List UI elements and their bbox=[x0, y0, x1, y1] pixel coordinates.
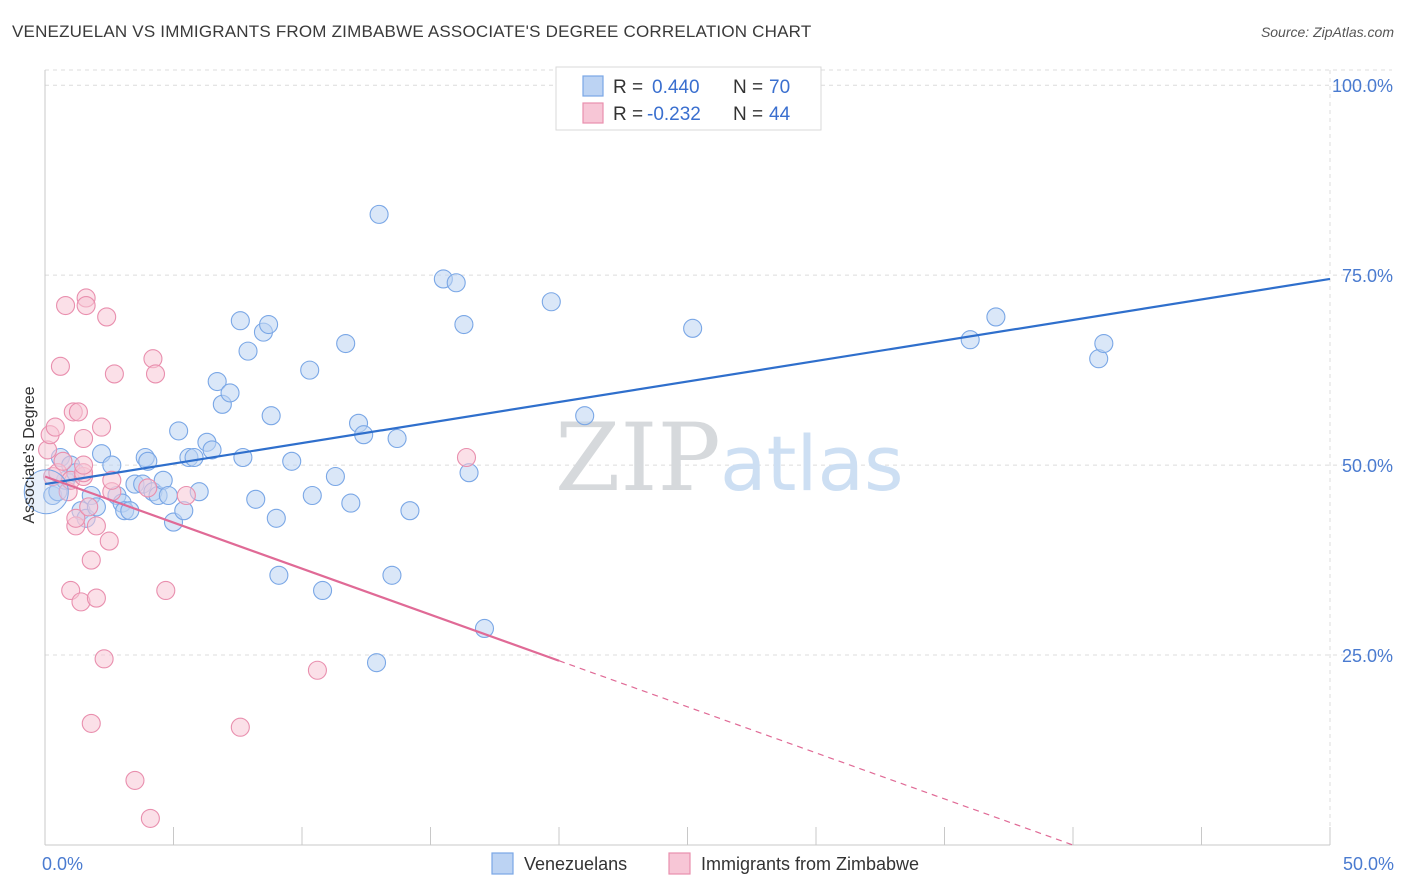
zimbabwe-point-43 bbox=[456, 447, 477, 468]
grid-lines bbox=[45, 69, 1392, 845]
venezuelans-point-49 bbox=[336, 333, 356, 354]
zimbabwe-point-33 bbox=[104, 364, 124, 384]
zimbabwe-point-21 bbox=[76, 295, 96, 316]
zimbabwe-point-23 bbox=[81, 550, 101, 570]
x-tick-label-0: 0.0% bbox=[42, 854, 83, 874]
zimbabwe-point-5 bbox=[50, 356, 70, 376]
venezuelans-point-31 bbox=[202, 440, 222, 460]
zimbabwe-point-35 bbox=[138, 478, 158, 498]
zimbabwe-point-34 bbox=[125, 770, 145, 790]
venezuelans-point-32 bbox=[207, 371, 227, 392]
zimbabwe-point-26 bbox=[86, 588, 106, 608]
venezuelans-point-28 bbox=[184, 447, 204, 468]
venezuelans-point-69 bbox=[1094, 333, 1114, 354]
venezuelans-point-23 bbox=[158, 485, 178, 506]
zimbabwe-point-25 bbox=[86, 516, 106, 536]
legend-n-label-2: N = bbox=[733, 104, 763, 125]
venezuelans-point-34 bbox=[220, 383, 240, 403]
venezuelans-point-56 bbox=[387, 428, 407, 449]
legend-swatch-zimbabwe bbox=[582, 102, 604, 124]
watermark-atlas: atlas bbox=[720, 419, 904, 508]
venezuelans-point-60 bbox=[454, 314, 474, 335]
zimbabwe-point-30 bbox=[99, 531, 119, 551]
venezuelans-point-41 bbox=[261, 406, 281, 426]
bottom-legend-label-zimbabwe: Immigrants from Zimbabwe bbox=[701, 854, 919, 874]
zimbabwe-point-16 bbox=[74, 428, 94, 449]
legend: R = 0.440 N = 70 R = -0.232 N = 44 bbox=[555, 66, 822, 131]
legend-n-value-1: 70 bbox=[769, 77, 790, 98]
venezuelans-point-66 bbox=[960, 330, 980, 350]
zimbabwe-point-22 bbox=[79, 497, 99, 517]
venezuelans-point-25 bbox=[169, 421, 189, 441]
venezuelans-point-57 bbox=[400, 501, 420, 521]
zimbabwe-point-24 bbox=[81, 713, 101, 733]
zimbabwe-point-28 bbox=[94, 649, 114, 669]
bottom-legend: Venezuelans Immigrants from Zimbabwe bbox=[491, 852, 919, 875]
watermark: ZIP atlas bbox=[555, 404, 904, 513]
legend-n-value-2: 44 bbox=[769, 104, 791, 125]
tick-labels: 25.0% 50.0% 75.0% 100.0% 0.0% 50.0% bbox=[42, 76, 1394, 874]
zimbabwe-point-19 bbox=[74, 455, 94, 475]
y-tick-label-0: 25.0% bbox=[1342, 646, 1393, 666]
venezuelans-point-43 bbox=[269, 565, 289, 585]
legend-n-label-1: N = bbox=[733, 77, 763, 98]
venezuelans-point-42 bbox=[266, 508, 286, 528]
bottom-legend-label-venezuelans: Venezuelans bbox=[524, 854, 627, 874]
data-points bbox=[23, 204, 1114, 828]
venezuelans-point-50 bbox=[341, 493, 361, 513]
zimbabwe-point-40 bbox=[176, 485, 196, 506]
legend-r-value-2: -0.232 bbox=[647, 104, 701, 125]
venezuelans-point-47 bbox=[313, 580, 333, 601]
zimbabwe-point-36 bbox=[140, 808, 160, 828]
legend-r-value-1: 0.440 bbox=[652, 77, 700, 98]
zimbabwe-point-41 bbox=[230, 717, 250, 737]
venezuelans-point-38 bbox=[246, 489, 266, 509]
venezuelans-point-19 bbox=[138, 451, 158, 471]
y-tick-label-3: 100.0% bbox=[1332, 76, 1393, 96]
zimbabwe-point-27 bbox=[91, 417, 112, 437]
zimbabwe-point-13 bbox=[66, 508, 86, 528]
bottom-legend-swatch-venezuelans bbox=[491, 852, 514, 875]
bottom-legend-swatch-zimbabwe bbox=[668, 852, 691, 875]
zimbabwe-point-3 bbox=[45, 417, 65, 437]
zimbabwe-point-42 bbox=[307, 660, 327, 680]
x-tick-label-1: 50.0% bbox=[1343, 854, 1394, 874]
venezuelans-point-48 bbox=[325, 466, 345, 487]
venezuelans-point-67 bbox=[986, 307, 1006, 327]
venezuelans-point-46 bbox=[302, 485, 322, 506]
legend-swatch-venezuelans bbox=[582, 75, 604, 97]
venezuelans-point-65 bbox=[683, 318, 703, 338]
zimbabwe-point-39 bbox=[156, 580, 176, 601]
y-axis-label: Associate's Degree bbox=[21, 386, 38, 523]
venezuelans-point-37 bbox=[238, 341, 258, 361]
chart-source: Source: ZipAtlas.com bbox=[1260, 24, 1394, 40]
venezuelans-point-45 bbox=[300, 360, 320, 380]
zimbabwe-point-14 bbox=[68, 402, 88, 422]
legend-r-label-2: R = bbox=[613, 104, 643, 125]
chart-title: VENEZUELAN VS IMMIGRANTS FROM ZIMBABWE A… bbox=[12, 22, 812, 41]
y-tick-label-1: 50.0% bbox=[1342, 456, 1393, 476]
venezuelans-point-63 bbox=[541, 292, 561, 312]
zimbabwe-point-32 bbox=[102, 470, 122, 490]
venezuelans-point-59 bbox=[446, 273, 466, 293]
venezuelans-point-54 bbox=[369, 204, 389, 224]
zimbabwe-trend-line bbox=[44, 475, 560, 662]
venezuelans-point-44 bbox=[282, 451, 302, 471]
zimbabwe-point-29 bbox=[97, 307, 117, 327]
venezuelans-point-40 bbox=[259, 314, 279, 335]
venezuelans-point-55 bbox=[382, 565, 402, 585]
y-tick-label-2: 75.0% bbox=[1342, 266, 1393, 286]
trend-lines bbox=[44, 277, 1331, 846]
legend-r-label-1: R = bbox=[613, 77, 643, 98]
zimbabwe-point-7 bbox=[56, 295, 76, 316]
zimbabwe-point-6 bbox=[53, 451, 73, 471]
venezuelans-point-64 bbox=[575, 406, 595, 426]
venezuelans-trend-line bbox=[44, 277, 1331, 486]
zimbabwe-trend-line-extension bbox=[558, 660, 1074, 846]
venezuelans-point-35 bbox=[230, 311, 250, 331]
zimbabwe-point-38 bbox=[145, 364, 166, 384]
venezuelans-point-53 bbox=[366, 653, 387, 673]
